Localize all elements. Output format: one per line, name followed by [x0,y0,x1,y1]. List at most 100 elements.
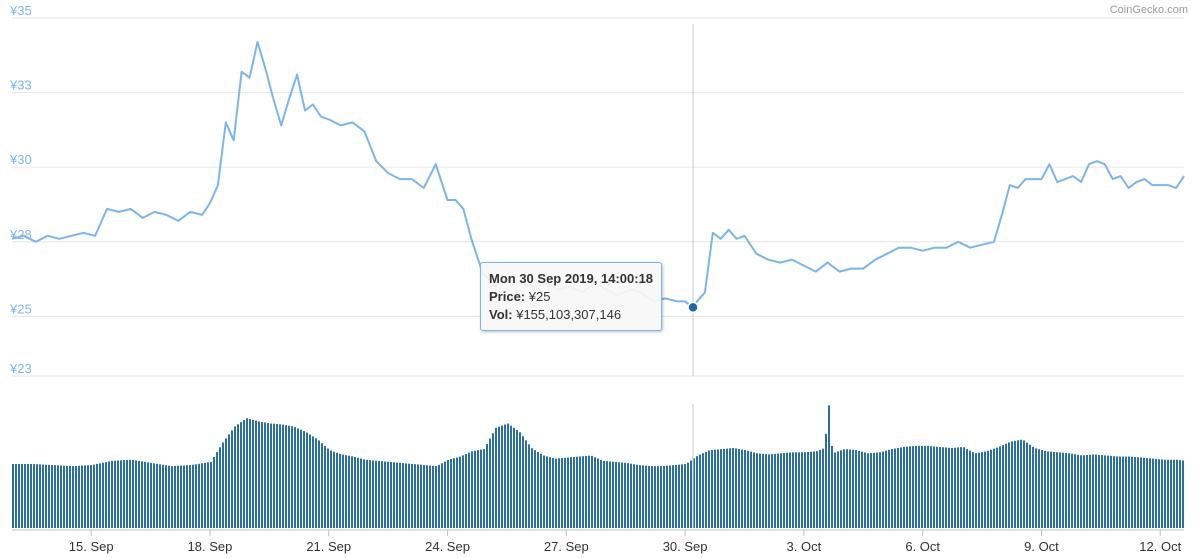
volume-bar [228,434,230,528]
volume-bar [402,463,404,528]
volume-bar [555,458,557,528]
volume-bar [924,445,926,528]
volume-bar [1014,440,1016,528]
volume-bar [276,424,278,528]
volume-bar [327,448,329,528]
volume-bar [681,464,683,528]
volume-bar [834,452,836,528]
volume-bar [1113,456,1115,528]
volume-bar [609,461,611,528]
volume-bar [966,448,968,528]
volume-bar [474,450,476,528]
volume-bar [1086,455,1088,528]
volume-bar [885,450,887,528]
volume-bar [990,449,992,528]
volume-bar [996,447,998,528]
volume-bar [984,451,986,528]
volume-bar [261,421,263,528]
volume-bar [699,454,701,528]
volume-bar [1047,451,1049,528]
volume-bar [93,464,95,528]
volume-bar [201,463,203,528]
volume-bar [468,452,470,528]
volume-bar [927,445,929,528]
price-tooltip: Mon 30 Sep 2019, 14:00:18 Price: ¥25 Vol… [480,262,663,331]
volume-bar [1041,450,1043,528]
volume-bar [891,449,893,528]
volume-bar [594,457,596,528]
volume-bar [720,449,722,528]
volume-bar [87,465,89,528]
volume-bar [876,452,878,528]
volume-bar [123,460,125,528]
volume-bar [663,465,665,528]
volume-bar [312,436,314,528]
volume-bar [1149,458,1151,528]
volume-bar [741,449,743,528]
volume-bar [477,450,479,528]
volume-bar [771,454,773,528]
volume-bar [147,462,149,528]
volume-bar [783,453,785,528]
volume-bar [66,465,68,528]
volume-bar [129,459,131,528]
volume-bars[interactable] [12,405,1184,528]
volume-bar [678,464,680,528]
volume-bar [642,465,644,528]
volume-bar [480,449,482,528]
volume-bar [303,431,305,528]
volume-bar [102,462,104,528]
volume-bar [1131,456,1133,528]
volume-bar [624,462,626,528]
volume-bar [756,453,758,528]
volume-bar [753,452,755,528]
volume-bar [189,465,191,528]
volume-bar [780,453,782,528]
volume-bar [15,464,17,528]
volume-bar [447,460,449,528]
volume-bar [273,423,275,528]
volume-bar [1035,448,1037,528]
volume-bar [78,465,80,528]
volume-bar [1062,452,1064,528]
volume-bar [627,463,629,528]
volume-bar [369,460,371,528]
volume-bar [294,427,296,528]
volume-bar [120,460,122,528]
volume-bar [786,452,788,528]
volume-bar [420,464,422,528]
volume-bar [1065,452,1067,528]
volume-bar [204,462,206,528]
x-tick-label: 9. Oct [1024,539,1059,554]
volume-bar [1020,439,1022,528]
credit-label[interactable]: CoinGecko.com [1110,4,1188,16]
volume-bar [258,421,260,528]
volume-bar [516,429,518,528]
volume-bar [591,455,593,528]
volume-bar [342,454,344,528]
volume-bar [765,454,767,528]
volume-bar [675,464,677,528]
volume-bar [1071,453,1073,528]
volume-bar [96,464,98,528]
volume-bar [759,453,761,528]
volume-bar [573,457,575,528]
hover-point-marker[interactable] [687,301,699,314]
volume-bar [804,452,806,528]
volume-bar [33,464,35,528]
volume-bar [21,464,23,528]
volume-bar [858,450,860,528]
volume-bar [873,452,875,528]
volume-bar [1125,456,1127,528]
volume-bar [1038,449,1040,528]
volume-bar [1080,455,1082,528]
volume-bar [870,453,872,528]
volume-bar [666,465,668,528]
volume-bar [1008,442,1010,528]
volume-bar [237,424,239,528]
volume-bar [219,447,221,528]
volume-bar [1089,454,1091,528]
volume-bar [726,448,728,528]
volume-bar [324,445,326,528]
volume-bar [471,451,473,528]
